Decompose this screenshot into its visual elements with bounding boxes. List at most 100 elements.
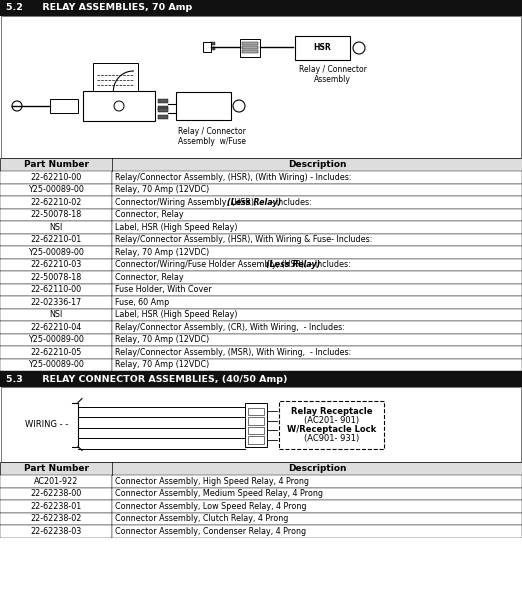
Text: Label, HSR (High Speed Relay): Label, HSR (High Speed Relay) (115, 310, 238, 319)
Text: Relay / Connector: Relay / Connector (299, 65, 366, 74)
Text: WIRING - -: WIRING - - (25, 420, 68, 429)
Text: 22-62210-03: 22-62210-03 (30, 260, 82, 269)
Text: Relay, 70 Amp (12VDC): Relay, 70 Amp (12VDC) (115, 360, 209, 369)
Text: Connector Assembly, Clutch Relay, 4 Prong: Connector Assembly, Clutch Relay, 4 Pron… (115, 514, 289, 523)
Text: Relay/Connector Assembly, (MSR), With Wiring,  - Includes:: Relay/Connector Assembly, (MSR), With Wi… (115, 348, 351, 357)
Text: 22-50078-18: 22-50078-18 (30, 273, 82, 282)
Bar (0, 334, 112, 346)
Bar (1, 387, 521, 462)
Text: Relay/Connector Assembly, (HSR), With Wiring & Fuse- Includes:: Relay/Connector Assembly, (HSR), With Wi… (115, 235, 373, 244)
Bar (112, 221, 522, 233)
Bar (0, 321, 112, 334)
Bar (203, 42, 211, 52)
Bar (112, 208, 522, 221)
Bar (0, 208, 112, 221)
Bar (0, 158, 522, 171)
Bar (158, 108, 168, 112)
Bar (112, 500, 522, 512)
Text: Fuse, 60 Amp: Fuse, 60 Amp (115, 298, 170, 307)
Bar (112, 259, 522, 271)
Text: 22-62210-02: 22-62210-02 (30, 198, 82, 207)
Text: NSI: NSI (50, 310, 63, 319)
Bar (93, 63, 138, 91)
Bar (50, 99, 78, 113)
Bar (0, 171, 112, 184)
Text: Connector, Relay: Connector, Relay (115, 210, 184, 219)
Text: Description: Description (288, 464, 347, 473)
Text: 22-62238-02: 22-62238-02 (30, 514, 82, 523)
Text: Y25-00089-00: Y25-00089-00 (28, 335, 84, 344)
Text: Connector/Wiring Assembly, (HSR),: Connector/Wiring Assembly, (HSR), (115, 198, 259, 207)
Bar (0, 525, 112, 538)
Bar (112, 283, 522, 296)
Text: Fuse Holder, With Cover: Fuse Holder, With Cover (115, 285, 212, 294)
Text: (Less Relay): (Less Relay) (266, 260, 321, 269)
Text: 22-62110-00: 22-62110-00 (31, 285, 81, 294)
Text: Relay/Connector Assembly, (CR), With Wiring,  - Includes:: Relay/Connector Assembly, (CR), With Wir… (115, 323, 345, 332)
Bar (1, 16, 521, 158)
Bar (0, 538, 522, 600)
Bar (112, 196, 522, 208)
Text: (AC201- 901): (AC201- 901) (304, 416, 359, 425)
Bar (112, 184, 522, 196)
Text: W/Receptacle Lock: W/Receptacle Lock (287, 425, 376, 434)
Bar (0, 0, 522, 16)
Text: 5.2      RELAY ASSEMBLIES, 70 Amp: 5.2 RELAY ASSEMBLIES, 70 Amp (6, 4, 192, 13)
Text: Relay, 70 Amp (12VDC): Relay, 70 Amp (12VDC) (115, 248, 209, 257)
Text: 22-62238-00: 22-62238-00 (30, 489, 82, 498)
Text: 22-02336-17: 22-02336-17 (30, 298, 82, 307)
Text: Assembly: Assembly (314, 74, 351, 83)
Bar (112, 246, 522, 259)
Bar (0, 296, 112, 308)
Bar (112, 475, 522, 487)
Text: 22-62210-00: 22-62210-00 (30, 173, 82, 182)
Bar (0, 475, 112, 487)
Bar (248, 407, 264, 415)
Text: Connector, Relay: Connector, Relay (115, 273, 184, 282)
Circle shape (114, 101, 124, 111)
Text: Relay, 70 Amp (12VDC): Relay, 70 Amp (12VDC) (115, 185, 209, 194)
Bar (112, 321, 522, 334)
Bar (158, 99, 168, 103)
Bar (0, 308, 112, 321)
Bar (0, 346, 112, 358)
Bar (0, 283, 112, 296)
FancyArrow shape (340, 554, 495, 600)
Bar (0, 271, 112, 283)
Bar (245, 403, 267, 446)
Text: (Less Relay): (Less Relay) (227, 198, 281, 207)
Text: Y25-00089-00: Y25-00089-00 (28, 248, 84, 257)
Bar (112, 308, 522, 321)
Text: - Includes:: - Includes: (307, 260, 351, 269)
Bar (248, 417, 264, 425)
Bar (112, 334, 522, 346)
Text: Relay/Connector Assembly, (HSR), (With Wiring) - Includes:: Relay/Connector Assembly, (HSR), (With W… (115, 173, 352, 182)
Text: 22-62210-01: 22-62210-01 (30, 235, 82, 244)
Text: Y25-00089-00: Y25-00089-00 (28, 360, 84, 369)
Bar (112, 525, 522, 538)
Text: Relay / Connector: Relay / Connector (177, 127, 245, 136)
Bar (242, 50, 258, 53)
Text: 22-50078-18: 22-50078-18 (30, 210, 82, 219)
Text: NSI: NSI (50, 223, 63, 232)
Text: HSR: HSR (314, 43, 331, 52)
Bar (210, 42, 215, 45)
Bar (83, 91, 155, 121)
Text: Connector Assembly, Low Speed Relay, 4 Prong: Connector Assembly, Low Speed Relay, 4 P… (115, 502, 307, 511)
Bar (112, 358, 522, 371)
Bar (240, 39, 260, 57)
Bar (0, 371, 522, 387)
Bar (210, 47, 215, 50)
Text: Relay Receptacle: Relay Receptacle (291, 407, 372, 416)
Text: (AC901- 931): (AC901- 931) (304, 434, 359, 443)
Bar (248, 427, 264, 434)
Text: 22-62238-03: 22-62238-03 (30, 527, 82, 536)
Bar (0, 196, 112, 208)
Text: 5.3      RELAY CONNECTOR ASSEMBLIES, (40/50 Amp): 5.3 RELAY CONNECTOR ASSEMBLIES, (40/50 A… (6, 374, 288, 383)
Bar (112, 512, 522, 525)
Bar (279, 401, 384, 449)
Bar (0, 259, 112, 271)
Text: 22-62210-04: 22-62210-04 (30, 323, 82, 332)
Bar (0, 487, 112, 500)
Bar (0, 184, 112, 196)
